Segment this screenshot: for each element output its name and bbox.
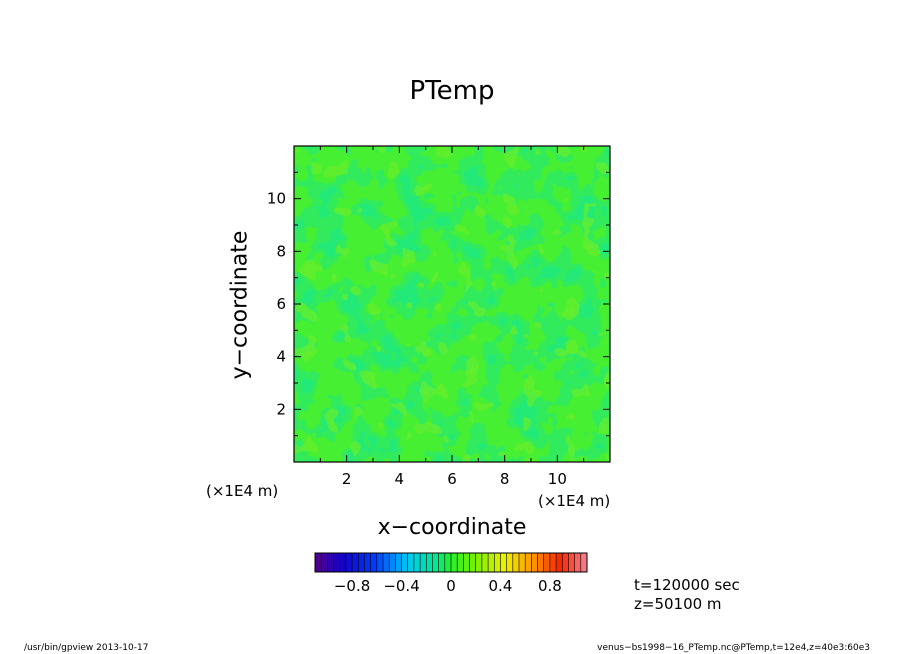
colorbar-swatch — [549, 553, 557, 572]
colorbar-swatch — [481, 553, 489, 572]
y-tick-label: 6 — [276, 295, 286, 313]
x-tick-label: 8 — [500, 470, 510, 488]
colorbar-swatch — [543, 553, 551, 572]
y-tick-label: 10 — [267, 190, 286, 208]
colorbar-swatch — [568, 553, 575, 572]
heatmap-field — [294, 146, 610, 462]
colorbar-swatch — [327, 553, 334, 572]
x-tick-label: 2 — [342, 470, 352, 488]
y-tick-label: 2 — [276, 400, 286, 418]
x-tick-label: 10 — [548, 470, 567, 488]
colorbar-swatch — [574, 553, 582, 572]
colorbar-swatch — [537, 553, 545, 572]
colorbar-swatch — [444, 553, 452, 572]
heatmap-warm-patches — [294, 146, 610, 462]
colorbar-swatch — [407, 553, 415, 572]
time-annotation: t=120000 sec — [634, 576, 740, 594]
colorbar-swatch — [562, 553, 569, 572]
colorbar-tick-label: 0 — [446, 577, 456, 595]
colorbar: −0.8 −0.4 0 0.4 0.8 — [314, 552, 588, 595]
colorbar-swatch — [525, 553, 532, 572]
y-axis-label: y−coordinate — [227, 230, 253, 380]
colorbar-swatch — [395, 553, 402, 572]
colorbar-swatch — [457, 553, 464, 572]
colorbar-tick-label: 0.4 — [489, 577, 513, 595]
colorbar-swatch — [500, 553, 507, 572]
x-axis-ticks: 2 4 6 8 10 — [319, 146, 585, 488]
colorbar-frame — [314, 552, 588, 573]
colorbar-swatch — [370, 553, 378, 572]
colorbar-swatch — [352, 553, 359, 572]
colorbar-swatch — [364, 553, 371, 572]
colorbar-swatch — [321, 553, 328, 572]
colorbar-swatch — [451, 553, 458, 572]
colorbar-swatch — [494, 553, 501, 572]
footer-source: venus−bs1998−16_PTemp.nc@PTemp,t=12e4,z=… — [597, 643, 870, 653]
colorbar-swatch — [519, 553, 526, 572]
colorbar-swatch — [488, 553, 495, 572]
colorbar-tick-label: 0.8 — [538, 577, 562, 595]
y-axis-unit: (×1E4 m) — [206, 482, 279, 500]
colorbar-swatch — [376, 553, 384, 572]
colorbar-swatch — [506, 553, 514, 572]
colorbar-swatch — [438, 553, 446, 572]
colorbar-swatch — [420, 553, 427, 572]
colorbar-swatch — [389, 553, 396, 572]
colorbar-swatch — [333, 553, 341, 572]
colorbar-swatch — [463, 553, 470, 572]
colorbar-tick-label: −0.8 — [334, 577, 370, 595]
colorbar-swatch — [475, 553, 483, 572]
colorbar-swatch — [580, 553, 588, 572]
colorbar-swatch — [345, 553, 353, 572]
colorbar-swatch — [315, 553, 322, 572]
colorbar-swatch — [401, 553, 409, 572]
y-axis-ticks: 2 4 6 8 10 — [267, 171, 610, 437]
x-axis-unit: (×1E4 m) — [538, 492, 611, 510]
height-annotation: z=50100 m — [634, 595, 722, 613]
colorbar-swatch — [512, 553, 520, 572]
colorbar-swatch — [339, 553, 347, 572]
colorbar-swatch — [383, 553, 390, 572]
colorbar-swatch — [556, 553, 563, 572]
y-tick-label: 4 — [276, 348, 286, 366]
colorbar-tick-label: −0.4 — [383, 577, 419, 595]
footer-program: /usr/bin/gpview 2013-10-17 — [24, 643, 149, 653]
x-tick-label: 6 — [447, 470, 457, 488]
x-tick-label: 4 — [395, 470, 405, 488]
chart-title: PTemp — [409, 76, 495, 106]
x-axis-label: x−coordinate — [377, 515, 527, 540]
colorbar-swatch — [358, 553, 365, 572]
colorbar-swatch — [413, 553, 421, 572]
colorbar-swatch — [426, 553, 433, 572]
colorbar-swatch — [469, 553, 477, 572]
y-tick-label: 8 — [276, 242, 286, 260]
colorbar-swatch — [432, 553, 439, 572]
colorbar-swatch — [531, 553, 538, 572]
